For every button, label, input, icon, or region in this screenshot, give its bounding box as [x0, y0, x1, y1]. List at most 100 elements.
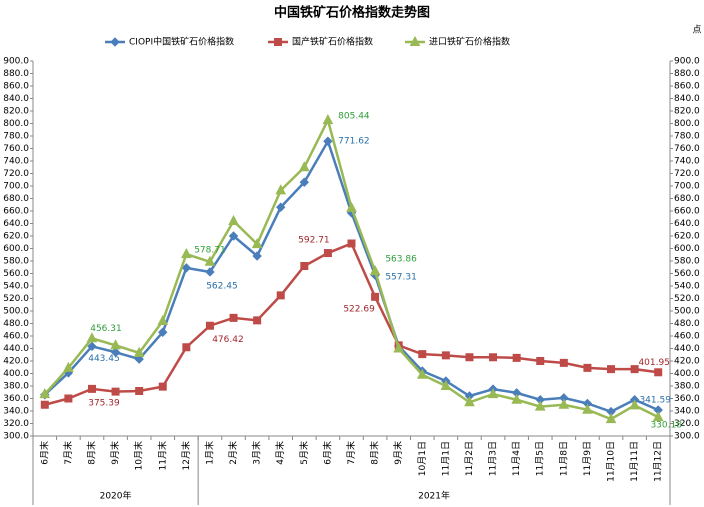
data-point — [582, 403, 593, 414]
x-tick-label: 11月11日 — [629, 441, 640, 482]
y-tick-label: 580.0 — [3, 257, 29, 267]
x-tick-label: 11月12日 — [653, 441, 664, 482]
x-tick-label: 11月3日 — [488, 441, 499, 476]
y-tick-label: 560.0 — [3, 269, 29, 279]
data-label: 592.71 — [298, 236, 330, 246]
y-tick-label: 620.0 — [3, 232, 29, 242]
y-tick-label: 880.0 — [3, 69, 29, 79]
data-label: 476.42 — [212, 335, 244, 345]
data-point — [536, 357, 545, 365]
y2-tick-label: 720.0 — [674, 169, 700, 179]
x-tick-label: 4月末 — [274, 441, 286, 465]
data-point — [158, 327, 168, 337]
data-label: 375.39 — [88, 398, 120, 408]
y2-tick-label: 520.0 — [674, 294, 700, 304]
y-tick-label: 500.0 — [3, 307, 29, 317]
data-point — [86, 332, 98, 343]
data-label: 771.62 — [338, 137, 370, 147]
y2-tick-label: 820.0 — [674, 107, 700, 117]
y2-tick-label: 860.0 — [674, 82, 700, 92]
y-tick-label: 720.0 — [3, 169, 29, 179]
data-point — [181, 248, 192, 259]
y2-tick-label: 540.0 — [674, 282, 700, 292]
data-point — [464, 396, 475, 407]
y2-tick-label: 440.0 — [674, 344, 700, 354]
data-point — [465, 353, 474, 362]
y2-tick-label: 780.0 — [674, 132, 700, 142]
x-tick-label: 2月末 — [227, 441, 239, 465]
unit-label: 点 — [692, 25, 701, 36]
data-point — [323, 136, 333, 146]
y2-tick-label: 620.0 — [674, 232, 700, 242]
data-point — [489, 353, 498, 362]
y2-tick-label: 880.0 — [674, 69, 700, 79]
y2-tick-label: 840.0 — [674, 94, 700, 104]
y2-tick-label: 660.0 — [674, 207, 700, 217]
legend-label: CIOPI中国铁矿石价格指数 — [129, 36, 234, 48]
y2-tick-label: 640.0 — [674, 219, 700, 229]
y-tick-label: 600.0 — [3, 244, 29, 254]
y2-tick-label: 900.0 — [674, 57, 700, 67]
data-point — [299, 177, 310, 187]
legend-marker — [110, 37, 120, 47]
legend-marker — [274, 38, 282, 46]
y2-tick-label: 320.0 — [674, 419, 700, 429]
data-point — [654, 368, 663, 377]
y-tick-label: 520.0 — [3, 294, 29, 304]
y2-tick-label: 760.0 — [674, 144, 700, 154]
x-tick-label: 7月末 — [345, 441, 357, 465]
data-point — [629, 399, 640, 410]
data-point — [63, 361, 74, 372]
x-tick-label: 10月1日 — [417, 441, 428, 476]
data-point — [133, 346, 145, 357]
data-point — [300, 262, 309, 270]
data-point — [110, 339, 121, 350]
data-point — [630, 365, 639, 374]
x-tick-label: 6月末 — [38, 441, 50, 465]
legend-label: 进口铁矿石价格指数 — [429, 36, 510, 48]
y2-tick-label: 580.0 — [674, 257, 700, 267]
y-tick-label: 480.0 — [3, 319, 29, 329]
data-point — [323, 249, 332, 258]
data-point — [64, 394, 73, 403]
y-tick-label: 300.0 — [3, 432, 29, 442]
data-point — [652, 411, 664, 422]
data-point — [252, 251, 262, 261]
data-point — [440, 379, 452, 390]
data-label: 522.69 — [343, 304, 375, 314]
legend-label: 国产铁矿石价格指数 — [292, 36, 373, 48]
y2-tick-label: 680.0 — [674, 194, 700, 204]
y-tick-label: 420.0 — [3, 357, 29, 367]
legend-marker — [409, 35, 421, 46]
data-point — [298, 161, 310, 172]
chart-title: 中国铁矿石价格指数走势图 — [274, 5, 430, 21]
y2-tick-label: 340.0 — [674, 407, 700, 417]
y-tick-label: 460.0 — [3, 332, 29, 342]
data-point — [157, 314, 169, 325]
y-tick-label: 740.0 — [3, 157, 29, 167]
data-point — [134, 354, 144, 364]
data-point — [487, 388, 499, 399]
data-point — [205, 267, 215, 277]
data-label: 563.86 — [385, 255, 417, 265]
y-tick-label: 340.0 — [3, 407, 29, 417]
data-point — [228, 231, 239, 241]
x-tick-label: 11月8日 — [558, 441, 569, 476]
x-tick-label: 11月2日 — [464, 441, 475, 476]
data-point — [251, 238, 263, 249]
data-point — [158, 382, 167, 391]
x-tick-label: 9月末 — [109, 441, 121, 465]
y-tick-label: 900.0 — [3, 57, 29, 67]
group-label: 2020年 — [100, 490, 132, 502]
x-tick-label: 5月末 — [298, 441, 310, 465]
y-tick-label: 820.0 — [3, 107, 29, 117]
y-tick-label: 640.0 — [3, 219, 29, 229]
y-tick-label: 760.0 — [3, 144, 29, 154]
y-tick-label: 660.0 — [3, 207, 29, 217]
data-point — [87, 341, 97, 352]
data-label: 562.45 — [206, 281, 238, 291]
y2-tick-label: 700.0 — [674, 182, 700, 192]
y2-tick-label: 400.0 — [674, 369, 700, 379]
data-point — [346, 201, 357, 212]
y-tick-label: 680.0 — [3, 194, 29, 204]
